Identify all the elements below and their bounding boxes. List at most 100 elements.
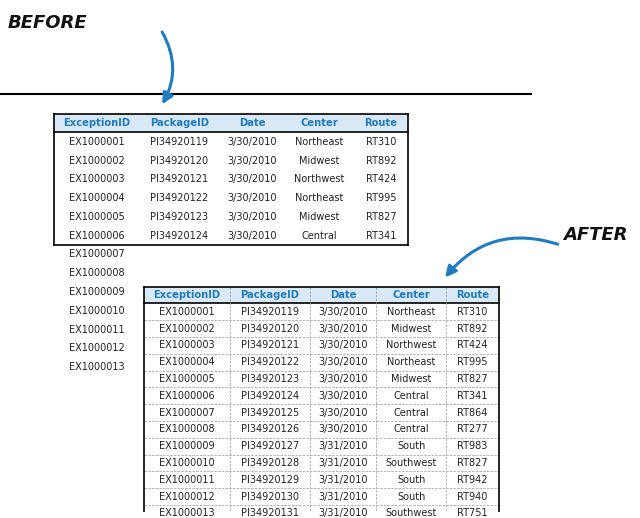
- Text: PI34920119: PI34920119: [241, 307, 299, 316]
- Text: RT995: RT995: [365, 193, 396, 203]
- FancyArrowPatch shape: [162, 32, 173, 102]
- Text: EX1000002: EX1000002: [159, 324, 215, 334]
- Text: 3/30/2010: 3/30/2010: [318, 391, 368, 401]
- Text: Date: Date: [330, 290, 356, 300]
- Text: RT310: RT310: [366, 137, 396, 147]
- Text: EX1000008: EX1000008: [68, 268, 124, 278]
- Text: EX1000006: EX1000006: [68, 231, 124, 241]
- Text: EX1000001: EX1000001: [68, 137, 124, 147]
- Text: EX1000005: EX1000005: [68, 212, 124, 222]
- Text: PackageID: PackageID: [241, 290, 300, 300]
- Text: EX1000007: EX1000007: [68, 250, 124, 260]
- Text: Date: Date: [239, 118, 266, 128]
- FancyArrowPatch shape: [447, 238, 557, 275]
- Text: PI34920125: PI34920125: [241, 408, 299, 418]
- Text: PI34920119: PI34920119: [150, 137, 208, 147]
- Text: PI34920120: PI34920120: [150, 155, 209, 166]
- Text: EX1000003: EX1000003: [159, 340, 215, 350]
- Text: Route: Route: [456, 290, 489, 300]
- Text: EX1000002: EX1000002: [68, 155, 124, 166]
- Text: Northwest: Northwest: [294, 175, 345, 184]
- Text: 3/30/2010: 3/30/2010: [228, 231, 277, 241]
- Text: 3/30/2010: 3/30/2010: [318, 340, 368, 350]
- Text: EX1000012: EX1000012: [68, 343, 124, 353]
- Text: 3/31/2010: 3/31/2010: [318, 441, 368, 451]
- Text: EX1000010: EX1000010: [159, 458, 215, 468]
- Bar: [54, 113, 408, 133]
- Text: 3/30/2010: 3/30/2010: [318, 424, 368, 434]
- Text: 3/31/2010: 3/31/2010: [318, 474, 368, 485]
- Text: 3/30/2010: 3/30/2010: [228, 212, 277, 222]
- Text: Midwest: Midwest: [300, 155, 340, 166]
- Text: PI34920123: PI34920123: [150, 212, 209, 222]
- Text: 3/30/2010: 3/30/2010: [228, 137, 277, 147]
- Text: EX1000006: EX1000006: [159, 391, 215, 401]
- Text: PI34920122: PI34920122: [241, 357, 299, 367]
- Text: 3/30/2010: 3/30/2010: [318, 357, 368, 367]
- Text: Northeast: Northeast: [387, 307, 435, 316]
- Text: RT827: RT827: [457, 458, 488, 468]
- Text: RT983: RT983: [458, 441, 488, 451]
- Bar: [54, 113, 408, 245]
- Text: PI34920123: PI34920123: [241, 374, 299, 384]
- Text: South: South: [397, 492, 426, 501]
- Text: EX1000013: EX1000013: [68, 362, 124, 372]
- Text: RT424: RT424: [458, 340, 488, 350]
- Text: South: South: [397, 441, 426, 451]
- Text: PI34920122: PI34920122: [150, 193, 209, 203]
- Text: EX1000004: EX1000004: [68, 193, 124, 203]
- Text: PI34920121: PI34920121: [241, 340, 299, 350]
- Text: RT942: RT942: [458, 474, 488, 485]
- Text: ExceptionID: ExceptionID: [63, 118, 130, 128]
- Text: RT827: RT827: [457, 374, 488, 384]
- Text: Midwest: Midwest: [300, 212, 340, 222]
- Text: ExceptionID: ExceptionID: [154, 290, 221, 300]
- Text: Central: Central: [394, 408, 429, 418]
- Text: EX1000003: EX1000003: [68, 175, 124, 184]
- Text: AFTER: AFTER: [563, 226, 628, 244]
- Text: 3/30/2010: 3/30/2010: [318, 408, 368, 418]
- Text: Center: Center: [301, 118, 339, 128]
- Text: PI34920124: PI34920124: [241, 391, 299, 401]
- Text: Southwest: Southwest: [385, 458, 437, 468]
- Text: EX1000013: EX1000013: [159, 508, 215, 518]
- Text: PackageID: PackageID: [150, 118, 209, 128]
- Text: 3/30/2010: 3/30/2010: [228, 155, 277, 166]
- Text: EX1000007: EX1000007: [159, 408, 215, 418]
- Text: PI34920121: PI34920121: [150, 175, 209, 184]
- Text: 3/30/2010: 3/30/2010: [318, 324, 368, 334]
- Text: EX1000012: EX1000012: [159, 492, 215, 501]
- Text: RT995: RT995: [458, 357, 488, 367]
- Text: 3/31/2010: 3/31/2010: [318, 458, 368, 468]
- Text: Midwest: Midwest: [391, 324, 431, 334]
- Text: EX1000011: EX1000011: [68, 325, 124, 335]
- Text: Northwest: Northwest: [386, 340, 436, 350]
- Text: Central: Central: [394, 424, 429, 434]
- Text: Southwest: Southwest: [385, 508, 437, 518]
- Text: EX1000005: EX1000005: [159, 374, 215, 384]
- Text: Center: Center: [392, 290, 430, 300]
- Text: RT892: RT892: [365, 155, 396, 166]
- Text: BEFORE: BEFORE: [8, 14, 88, 32]
- Text: RT827: RT827: [365, 212, 396, 222]
- Text: EX1000009: EX1000009: [68, 287, 124, 297]
- Text: Midwest: Midwest: [391, 374, 431, 384]
- Text: EX1000001: EX1000001: [159, 307, 215, 316]
- Text: RT277: RT277: [457, 424, 488, 434]
- Text: 3/30/2010: 3/30/2010: [318, 374, 368, 384]
- Text: PI34920124: PI34920124: [150, 231, 209, 241]
- Text: PI34920127: PI34920127: [241, 441, 299, 451]
- Text: South: South: [397, 474, 426, 485]
- Text: PI34920131: PI34920131: [241, 508, 299, 518]
- Text: PI34920129: PI34920129: [241, 474, 299, 485]
- Bar: [144, 286, 499, 518]
- Text: EX1000011: EX1000011: [159, 474, 215, 485]
- Text: PI34920126: PI34920126: [241, 424, 299, 434]
- Text: EX1000010: EX1000010: [68, 306, 124, 316]
- Text: RT424: RT424: [365, 175, 396, 184]
- Text: RT892: RT892: [458, 324, 488, 334]
- Text: RT341: RT341: [458, 391, 488, 401]
- Bar: [144, 286, 499, 304]
- Text: 3/31/2010: 3/31/2010: [318, 492, 368, 501]
- Text: EX1000004: EX1000004: [159, 357, 215, 367]
